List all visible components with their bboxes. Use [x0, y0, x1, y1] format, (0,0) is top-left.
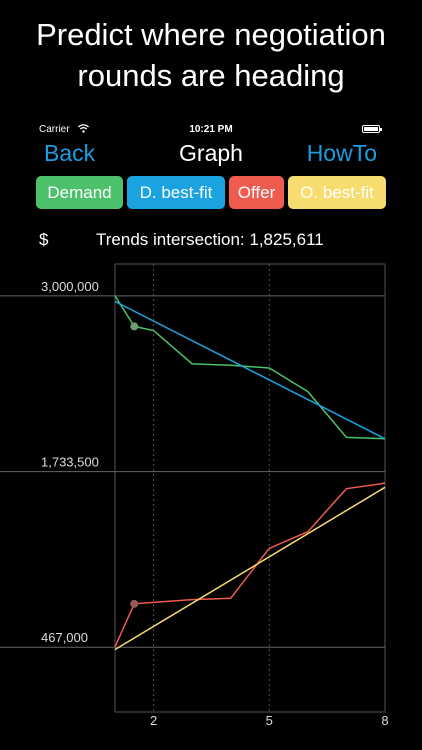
x-tick-label: 2: [150, 713, 157, 728]
howto-button[interactable]: HowTo: [306, 140, 377, 166]
series-line: [114, 486, 386, 651]
headline-line-1: Predict where negotiation: [36, 17, 386, 52]
navigation-bar: Back Graph HowTo: [0, 140, 422, 170]
headline: Predict where negotiation rounds are hea…: [0, 14, 422, 96]
series-line: [114, 482, 386, 648]
legend-demand-bestfit-button[interactable]: D. best-fit: [127, 176, 225, 209]
data-point-marker: [130, 599, 139, 608]
wifi-icon: [78, 124, 89, 136]
headline-line-2: rounds are heading: [77, 58, 345, 93]
page-title: Graph: [179, 140, 243, 166]
x-tick-label: 5: [266, 713, 273, 728]
series-line: [114, 295, 386, 440]
y-tick-label: 467,000: [41, 630, 88, 645]
currency-label: $: [39, 230, 49, 249]
trends-intersection-label: Trends intersection: 1,825,611: [96, 230, 324, 249]
plot-frame: [114, 263, 386, 713]
carrier-label: Carrier: [39, 124, 70, 135]
x-tick-label: 8: [381, 713, 388, 728]
y-tick-label: 3,000,000: [41, 279, 99, 294]
status-time: 10:21 PM: [189, 124, 233, 135]
legend-offer-button[interactable]: Offer: [229, 176, 284, 209]
battery-icon: [362, 125, 382, 133]
data-point-marker: [130, 322, 139, 331]
legend-offer-bestfit-button[interactable]: O. best-fit: [288, 176, 386, 209]
legend-demand-button[interactable]: Demand: [36, 176, 123, 209]
series-line: [114, 300, 386, 440]
back-button[interactable]: Back: [44, 140, 96, 166]
status-bar: Carrier 10:21 PM: [0, 122, 422, 138]
y-tick-label: 1,733,500: [41, 455, 99, 470]
